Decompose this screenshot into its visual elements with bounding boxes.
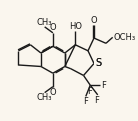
Text: O: O bbox=[50, 88, 56, 97]
Text: HO: HO bbox=[69, 22, 82, 31]
Text: F: F bbox=[83, 97, 88, 106]
Text: S: S bbox=[95, 58, 101, 68]
Text: O: O bbox=[91, 16, 97, 25]
Text: F: F bbox=[87, 87, 92, 96]
Text: F: F bbox=[101, 81, 106, 90]
Text: CH₃: CH₃ bbox=[37, 18, 52, 27]
Text: O: O bbox=[50, 23, 56, 32]
Text: F: F bbox=[95, 96, 99, 105]
Text: CH₃: CH₃ bbox=[37, 93, 52, 102]
Text: OCH₃: OCH₃ bbox=[113, 33, 136, 42]
Text: S: S bbox=[95, 58, 101, 68]
